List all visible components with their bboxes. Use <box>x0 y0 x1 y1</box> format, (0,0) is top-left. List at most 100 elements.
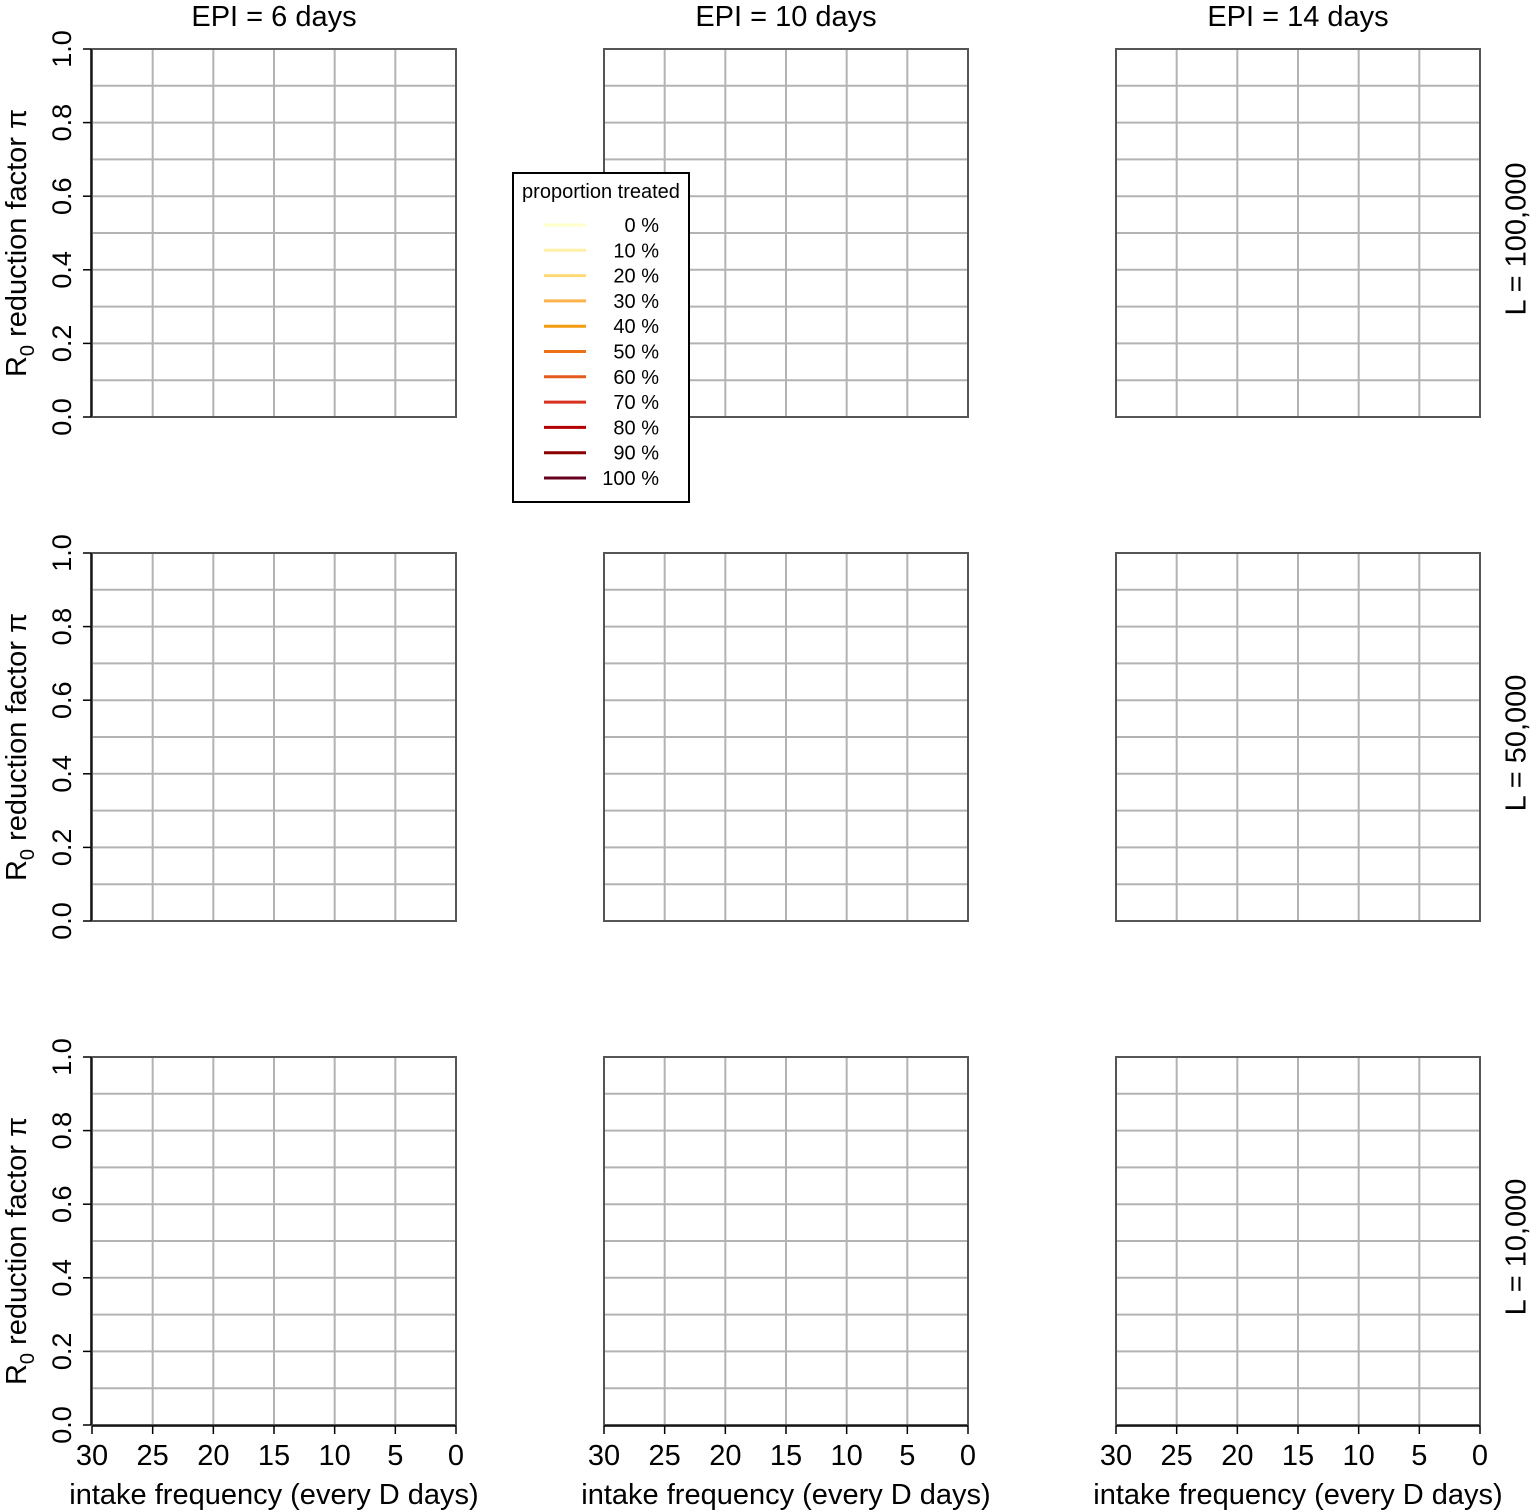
y-tick-label: 0.0 <box>47 902 77 940</box>
y-tick-label: 0.4 <box>47 755 77 793</box>
legend-entry: 90 % <box>544 443 659 465</box>
plot-frame <box>91 48 457 418</box>
panel-r1-c3 <box>1115 48 1481 418</box>
panel-r3-c1: 0.00.20.40.60.81.0R0 reduction factor π3… <box>1 1038 479 1511</box>
y-tick-label: 0.8 <box>47 104 77 142</box>
y-axis-title-rest: reduction factor π <box>1 109 33 345</box>
legend-entry: 50 % <box>544 342 659 364</box>
plot-frame <box>1115 48 1481 418</box>
y-tick-label: 0.6 <box>47 1185 77 1223</box>
x-tick-label: 5 <box>899 1440 915 1472</box>
plot-frame <box>91 552 457 922</box>
panel-r2-c1: 0.0 0.2 0.4 0.6 0.8 1.0 R0 reduction factor π <box>1 534 457 940</box>
y-axis-title: R0 reduction factor π <box>1 1117 39 1385</box>
y-tick-label: 0.0 <box>47 398 77 436</box>
legend-title: proportion treated <box>522 181 680 203</box>
y-tick-label: 0.2 <box>47 325 77 363</box>
y-tick-label: 0.4 <box>47 1259 77 1297</box>
x-tick-label: 5 <box>1411 1440 1427 1472</box>
row-title-2: L = 50,000 <box>1501 675 1533 812</box>
legend-label: 40 % <box>613 316 659 338</box>
row-title-3: L = 10,000 <box>1501 1179 1533 1316</box>
legend-label: 50 % <box>613 342 659 364</box>
legend-label: 10 % <box>613 240 659 262</box>
legend: proportion treated 0 % 10 % 20 % 30 % 40 % 50 … <box>512 172 690 503</box>
legend-box <box>512 172 690 503</box>
legend-entry: 0 % <box>544 215 659 237</box>
x-tick-label: 25 <box>137 1440 169 1472</box>
x-tick-label: 10 <box>1343 1440 1375 1472</box>
legend-entry: 10 % <box>544 240 659 262</box>
x-tick-label: 15 <box>770 1440 802 1472</box>
x-tick-label: 20 <box>1221 1440 1253 1472</box>
x-tick-label: 5 <box>387 1440 403 1472</box>
legend-label: 0 % <box>625 215 660 237</box>
y-tick-label: 0.8 <box>47 1112 77 1150</box>
legend-entry: 100 % <box>544 468 659 490</box>
column-title-2: EPI = 10 days <box>695 1 876 33</box>
plot-frame <box>1115 1056 1481 1426</box>
legend-entry: 60 % <box>544 367 659 389</box>
x-tick-label: 15 <box>1282 1440 1314 1472</box>
y-axis-title-rest: reduction factor π <box>1 1117 33 1353</box>
plot-frame <box>91 1056 457 1426</box>
legend-entry: 30 % <box>544 291 659 313</box>
x-axis-title: intake frequency (every D days) <box>581 1479 990 1511</box>
y-tick-label: 0.2 <box>47 829 77 867</box>
y-tick-label: 1.0 <box>47 534 77 572</box>
y-tick-label: 0.0 <box>47 1406 77 1444</box>
x-axis-title: intake frequency (every D days) <box>69 1479 478 1511</box>
plot-frame <box>603 1056 969 1426</box>
x-tick-label: 0 <box>1472 1440 1488 1472</box>
y-axis-title-subscript: 0 <box>17 1353 39 1364</box>
panel-r3-c2: 30 25 20 15 10 5 0 intake frequency (every D da… <box>581 1056 991 1511</box>
plot-frame <box>603 552 969 922</box>
x-tick-label: 25 <box>1161 1440 1193 1472</box>
legend-label: 100 % <box>602 468 659 490</box>
x-tick-label: 30 <box>1100 1440 1132 1472</box>
panel-r2-c2 <box>603 552 969 922</box>
y-axis-title-main: R <box>1 1364 33 1385</box>
legend-entry: 70 % <box>544 392 659 414</box>
x-tick-label: 20 <box>197 1440 229 1472</box>
y-tick-label: 0.2 <box>47 1333 77 1371</box>
y-tick-label: 0.6 <box>47 177 77 215</box>
legend-label: 80 % <box>613 417 659 439</box>
x-tick-label: 0 <box>960 1440 976 1472</box>
y-axis-title-rest: reduction factor π <box>1 613 33 849</box>
legend-entry: 20 % <box>544 266 659 288</box>
y-axis-title-subscript: 0 <box>17 345 39 356</box>
panel-r3-c3: 30 25 20 15 10 5 0 intake frequency (every D da… <box>1093 1056 1503 1511</box>
column-title-1: EPI = 6 days <box>191 1 356 33</box>
y-tick-label: 1.0 <box>47 30 77 68</box>
y-tick-label: 0.4 <box>47 251 77 289</box>
legend-label: 70 % <box>613 392 659 414</box>
y-tick-label: 0.8 <box>47 608 77 646</box>
y-axis-title-main: R <box>1 860 33 881</box>
row-title-1: L = 100,000 <box>1501 163 1533 316</box>
panel-r1-c1: 0.0 0.2 0.4 0.6 0.8 1.0 R0 reduction factor π <box>1 30 457 436</box>
x-tick-label: 0 <box>448 1440 464 1472</box>
x-tick-label: 10 <box>831 1440 863 1472</box>
x-tick-label: 30 <box>76 1440 108 1472</box>
legend-label: 30 % <box>613 291 659 313</box>
x-tick-label: 20 <box>709 1440 741 1472</box>
column-title-3: EPI = 14 days <box>1207 1 1388 33</box>
y-axis-title: R0 reduction factor π <box>1 613 39 881</box>
x-tick-label: 30 <box>588 1440 620 1472</box>
plot-frame <box>1115 552 1481 922</box>
legend-label: 90 % <box>613 443 659 465</box>
y-tick-label: 0.6 <box>47 681 77 719</box>
legend-entry: 80 % <box>544 417 659 439</box>
legend-entry: 40 % <box>544 316 659 338</box>
x-tick-label: 25 <box>649 1440 681 1472</box>
x-axis-title: intake frequency (every D days) <box>1093 1479 1502 1511</box>
panel-r2-c3 <box>1115 552 1481 922</box>
y-axis-title-main: R <box>1 356 33 377</box>
x-tick-label: 10 <box>319 1440 351 1472</box>
y-tick-label: 1.0 <box>47 1038 77 1076</box>
y-axis-title-subscript: 0 <box>17 849 39 860</box>
x-tick-label: 15 <box>258 1440 290 1472</box>
y-axis-title: R0 reduction factor π <box>1 109 39 377</box>
